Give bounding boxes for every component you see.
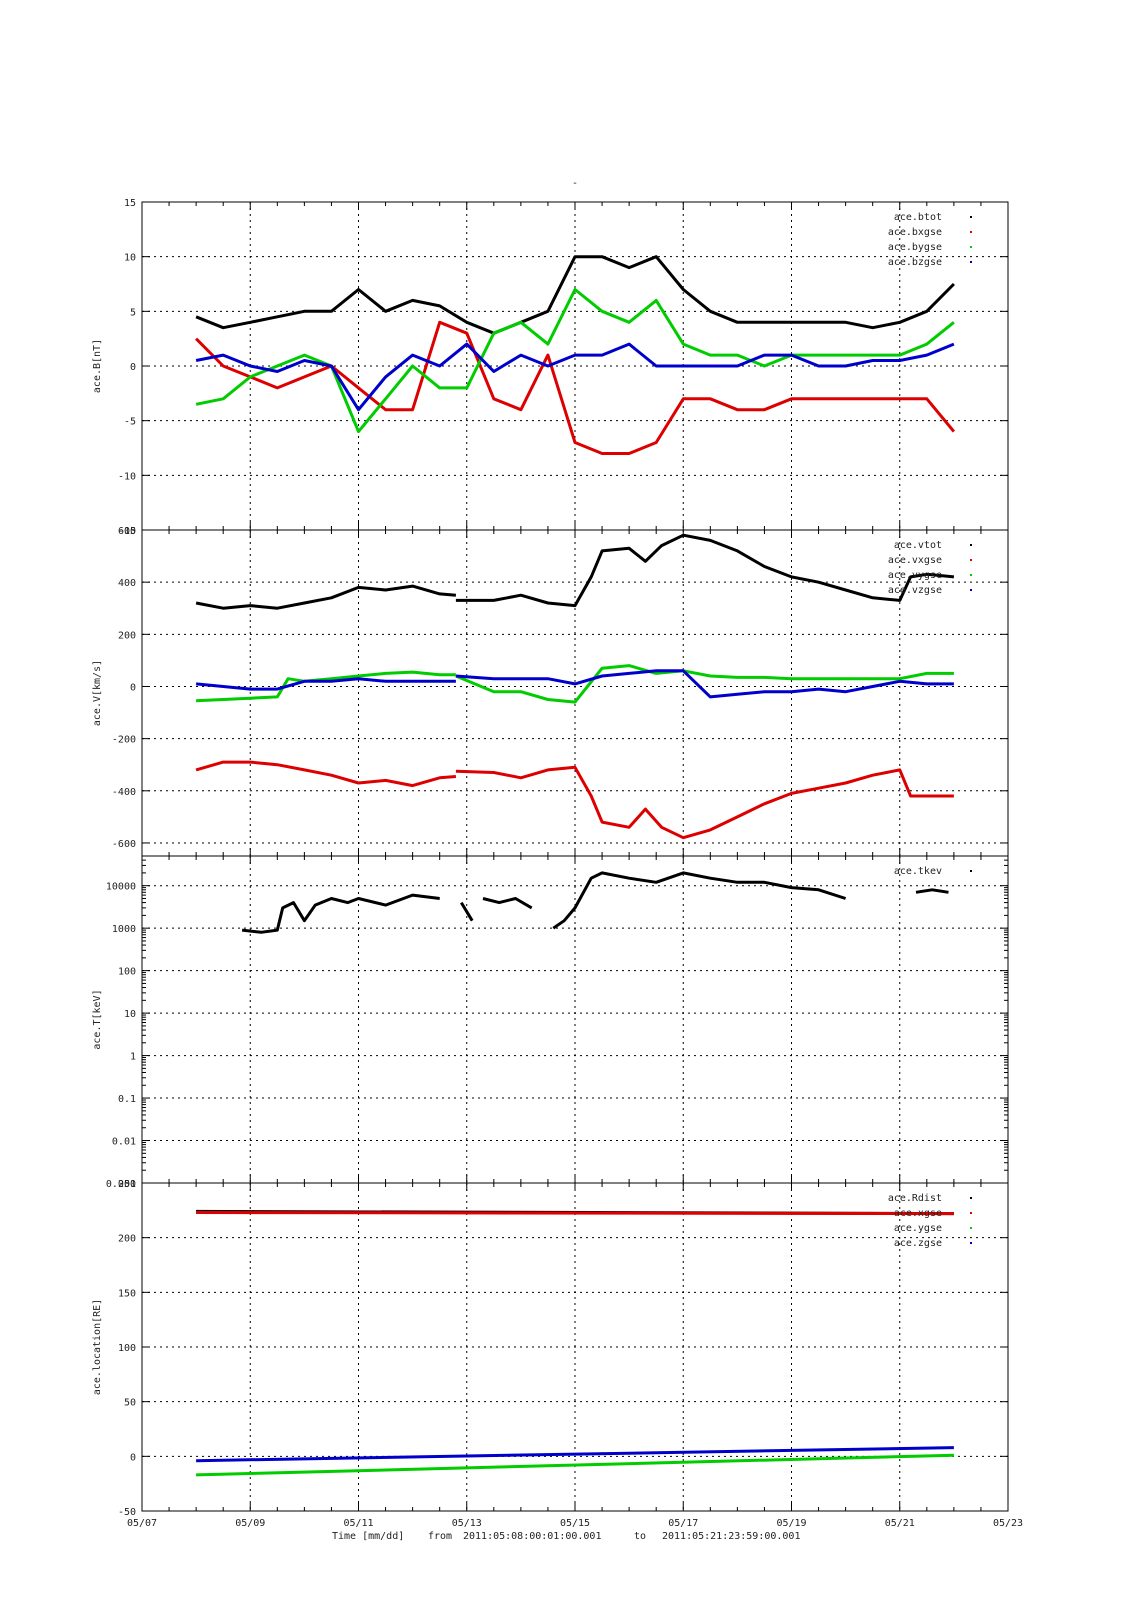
legend-label: ace.vxgse	[888, 555, 942, 566]
y-tick-label: 5	[130, 307, 136, 318]
legend-label: ace.vygse	[888, 570, 942, 581]
panel-mag: -15 -10 -5 0 5 10 15 ace.B[nT] ace.btot ace.bxgse…	[92, 198, 1009, 537]
y-tick-label: 0.01	[112, 1137, 136, 1148]
series-ace-vzgse	[195, 669, 954, 699]
x-tick-label: 05/17	[668, 1518, 698, 1529]
legend-marker	[970, 574, 972, 576]
x-tick-label: 05/19	[776, 1518, 806, 1529]
legend-label: ace.xgse	[894, 1208, 942, 1219]
y-tick-label: -600	[112, 839, 136, 850]
legend-marker	[970, 589, 972, 591]
y-tick-label: 0.1	[118, 1094, 136, 1105]
legend-marker	[970, 1227, 972, 1229]
series-ace-ygse	[196, 1453, 954, 1477]
legend-label: ace.vtot	[894, 540, 942, 551]
legend-label: ace.ygse	[894, 1223, 942, 1234]
y-tick-label: 0	[130, 682, 136, 693]
x-tick-label: 05/21	[885, 1518, 915, 1529]
y-tick-label: 200	[118, 1234, 136, 1245]
y-tick-label: 250	[118, 1179, 136, 1190]
series-ace-tkev	[241, 871, 949, 934]
y-tick-label: -400	[112, 787, 136, 798]
legend-marker	[970, 216, 972, 218]
end-time: 2011:05:21:23:59:00.001	[662, 1531, 800, 1542]
y-tick-label: 100	[118, 967, 136, 978]
y-tick-label: 10	[124, 1009, 136, 1020]
y-tick-label: 0	[130, 1452, 136, 1463]
panels-group: -15-10-5051015ace.B[nT]ace.btotace.bxgse…	[92, 198, 1023, 1529]
y-axis-title: ace.T[keV]	[92, 989, 103, 1049]
x-tick-label: 05/11	[343, 1518, 373, 1529]
series-ace-bygse	[195, 288, 955, 434]
y-tick-label: 400	[118, 578, 136, 589]
y-tick-label: 0.001	[106, 1179, 136, 1190]
panel-loc: -50 0 50 100 150 200 250 ace.location[RE] 05/07 0…	[92, 1179, 1023, 1529]
y-tick-label: 15	[124, 198, 136, 209]
start-time: 2011:05:08:00:01:00.001	[463, 1531, 601, 1542]
legend-marker	[970, 1197, 972, 1199]
legend-marker	[970, 261, 972, 263]
to-label: to	[634, 1531, 646, 1542]
from-label: from	[428, 1531, 452, 1542]
y-tick-label: 10	[124, 253, 136, 264]
y-tick-label: 50	[124, 1398, 136, 1409]
x-tick-label: 05/15	[560, 1518, 590, 1529]
panel-temp: 0.001 0.01 0.1 1 10 100 1000 10000 ace.T[keV] ace…	[92, 855, 1009, 1190]
legend-marker	[970, 1212, 972, 1214]
legend-marker	[970, 544, 972, 546]
legend-label: ace.Rdist	[888, 1193, 942, 1204]
panel-vel: -600 -400 -200 0 200 400 600 ace.V[km/s] ace.vto…	[92, 526, 1009, 857]
y-tick-label: 1000	[112, 924, 136, 935]
legend-label: ace.vzgse	[888, 585, 942, 596]
series-ace-zgse	[196, 1446, 954, 1463]
legend-marker	[970, 231, 972, 233]
legend-label: ace.btot	[894, 212, 942, 223]
y-tick-label: 100	[118, 1343, 136, 1354]
y-tick-label: 1	[130, 1052, 136, 1063]
series-ace-vtot	[195, 533, 955, 610]
x-tick-label: 05/09	[235, 1518, 265, 1529]
footer-group: Time [mm/dd] from 2011:05:08:00:01:00.00…	[332, 1531, 800, 1542]
legend-label: ace.tkev	[894, 866, 942, 877]
legend-label: ace.zgse	[894, 1238, 942, 1249]
x-tick-label: 05/23	[993, 1518, 1023, 1529]
series-ace-xgse	[196, 1211, 954, 1216]
series-ace-vxgse	[195, 760, 954, 840]
series-ace-bzgse	[195, 342, 955, 412]
series-ace-bxgse	[195, 320, 956, 455]
figure-title-mark: -	[572, 178, 578, 189]
x-axis-title: Time [mm/dd]	[332, 1531, 404, 1542]
legend-marker	[970, 246, 972, 248]
legend-marker	[970, 559, 972, 561]
y-tick-label: 0	[130, 362, 136, 373]
y-tick-label: 200	[118, 630, 136, 641]
y-tick-label: -10	[118, 471, 136, 482]
y-axis-title: ace.location[RE]	[92, 1299, 103, 1395]
legend-label: ace.bygse	[888, 242, 942, 253]
y-tick-label: 150	[118, 1288, 136, 1299]
series-ace-btot	[195, 255, 955, 335]
y-axis-title: ace.B[nT]	[92, 339, 103, 393]
y-tick-label: 600	[118, 526, 136, 537]
legend-marker	[970, 1242, 972, 1244]
y-axis-title: ace.V[km/s]	[92, 660, 103, 726]
y-tick-label: -200	[112, 735, 136, 746]
y-tick-label: 10000	[106, 882, 136, 893]
x-tick-label: 05/13	[452, 1518, 482, 1529]
y-tick-label: -5	[124, 417, 136, 428]
legend-marker	[970, 870, 972, 872]
y-tick-label: -50	[118, 1507, 136, 1518]
x-tick-label: 05/07	[127, 1518, 157, 1529]
y-tick-label: -15	[118, 526, 136, 537]
legend-label: ace.bzgse	[888, 257, 942, 268]
legend-label: ace.bxgse	[888, 227, 942, 238]
